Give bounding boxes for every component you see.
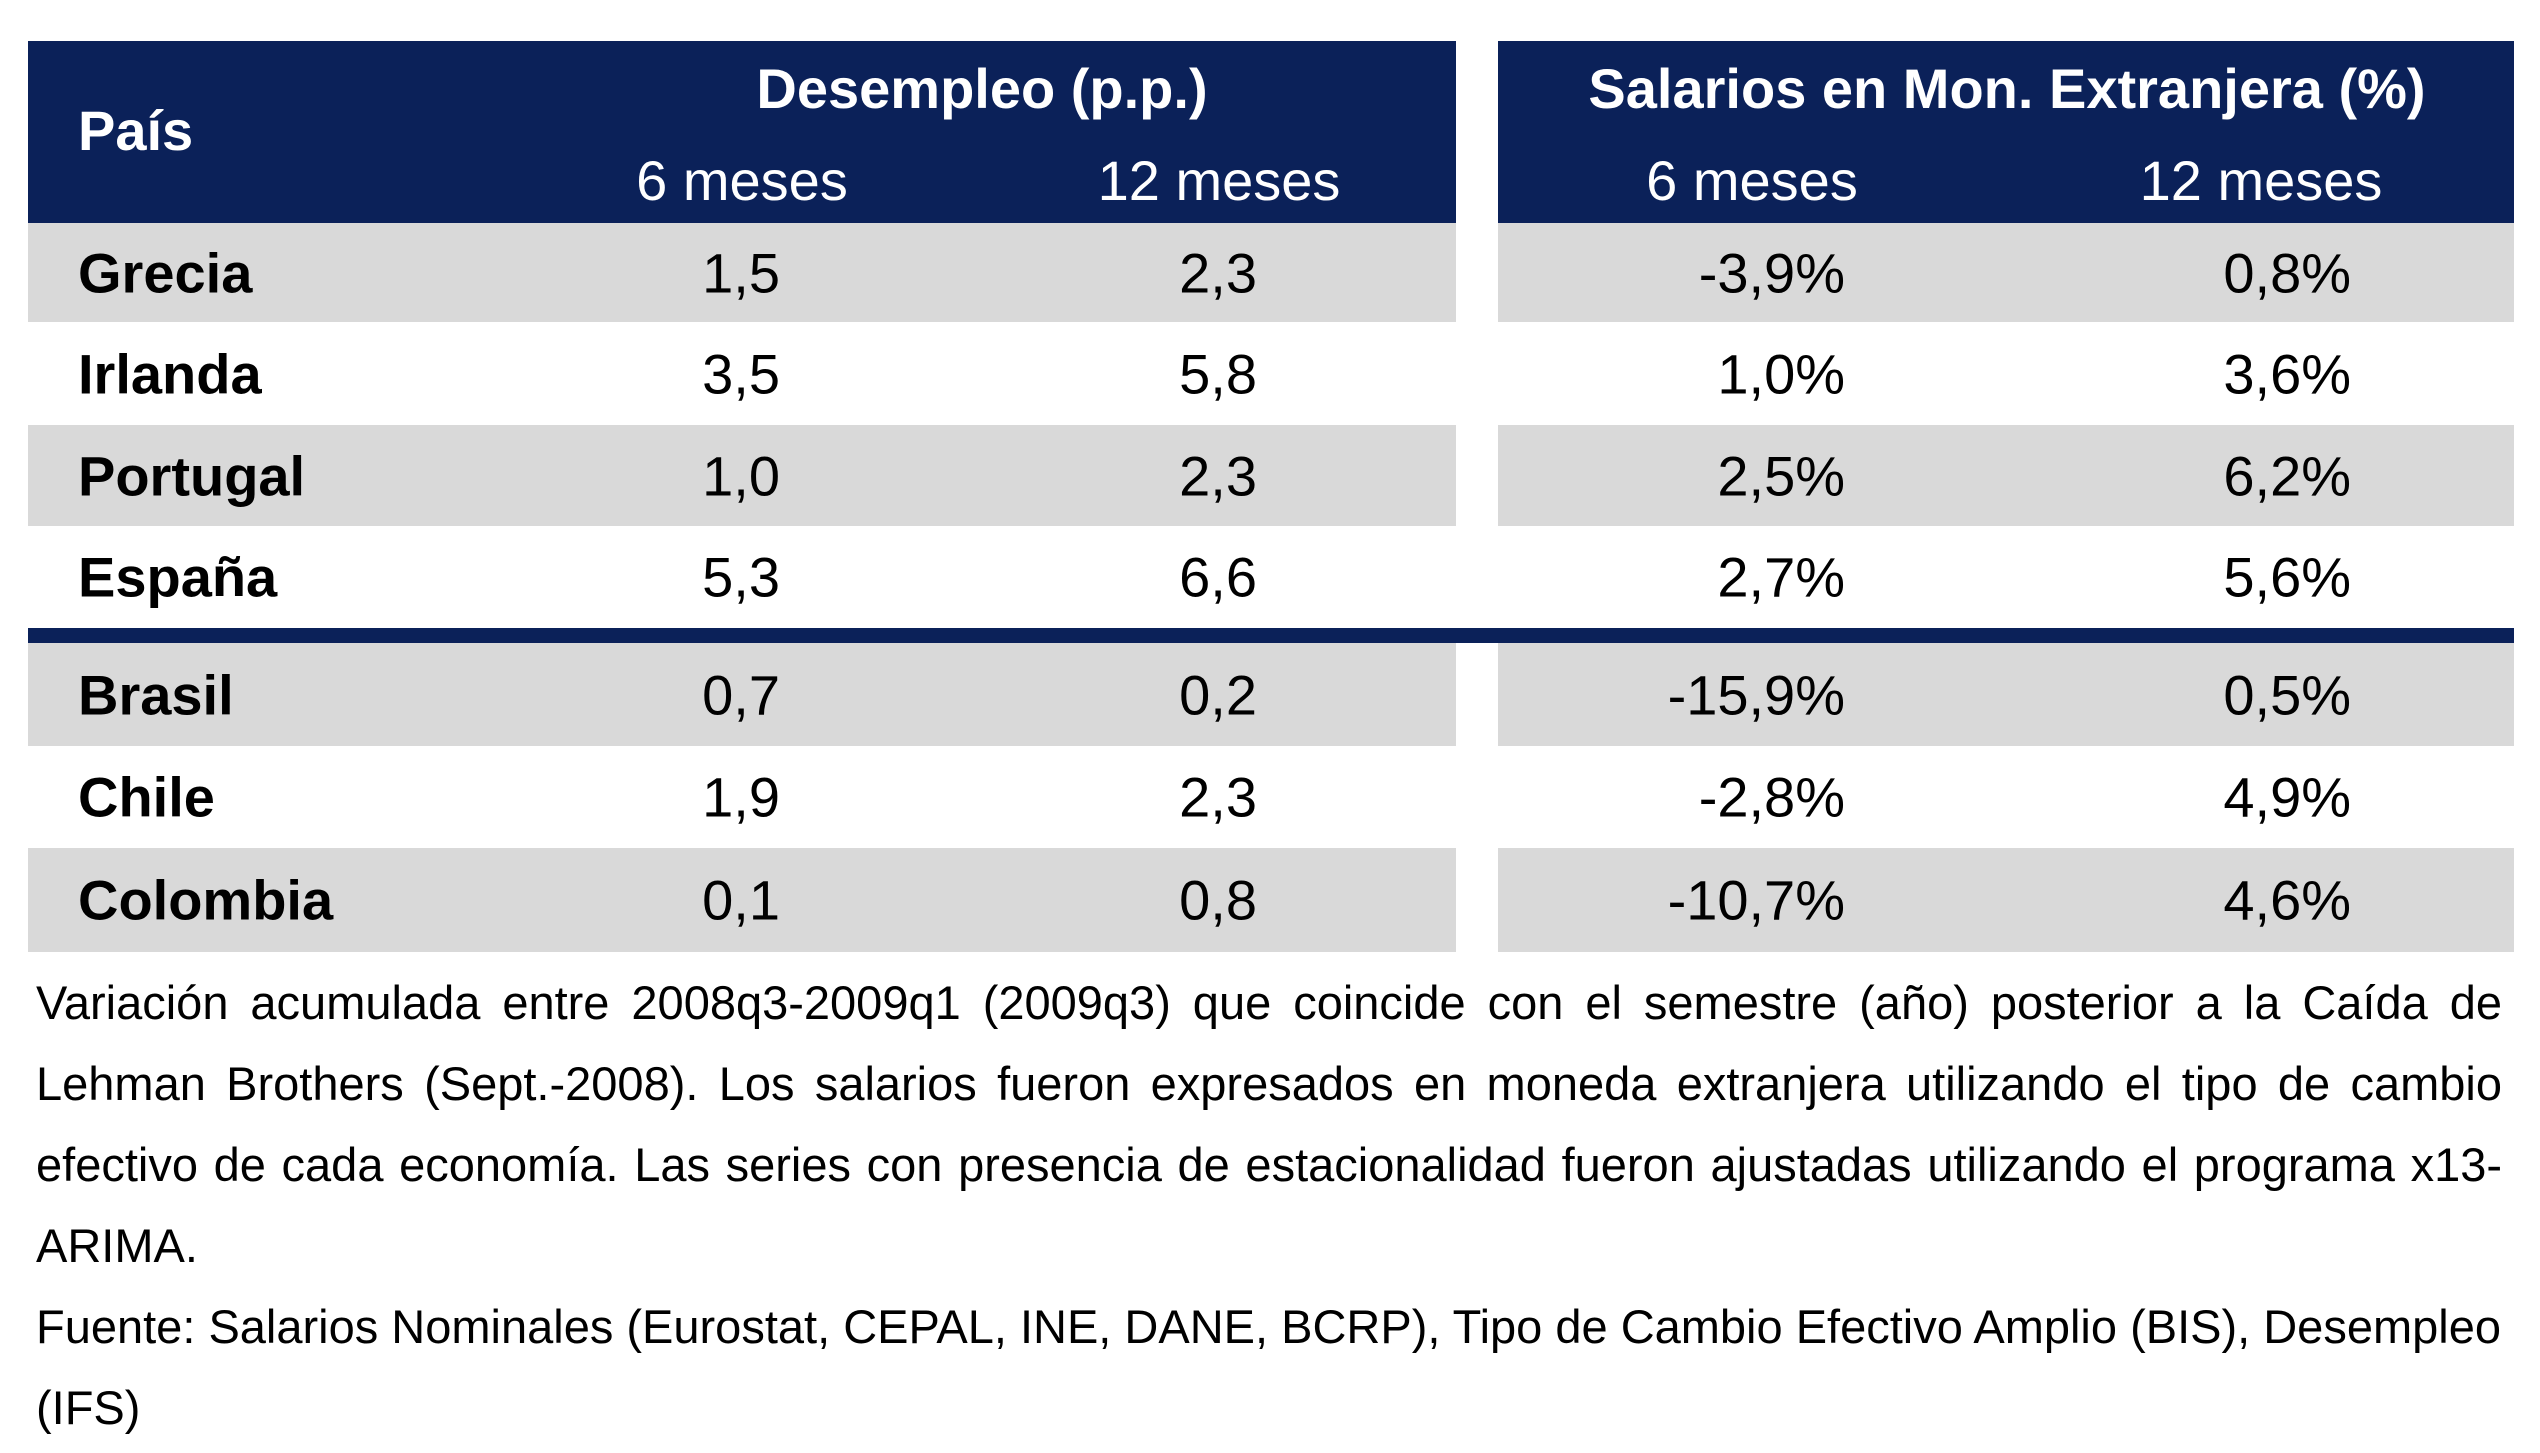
- desempleo-6m: 5,3: [702, 545, 780, 609]
- salarios-6m: 2,7%: [1717, 545, 1845, 609]
- salarios-12m: 3,6%: [2223, 342, 2351, 405]
- table-row: España 5,3 6,6 2,7% 5,6%: [0, 526, 2540, 628]
- desempleo-6m: 0,1: [702, 868, 780, 932]
- header-desempleo-12m: 12 meses: [1097, 149, 1341, 212]
- table-row: Irlanda 3,5 5,8 1,0% 3,6%: [0, 322, 2540, 425]
- table-row: Brasil 0,7 0,2 -15,9% 0,5%: [0, 643, 2540, 746]
- row-stripe-right: [1498, 223, 2514, 322]
- salarios-6m: 1,0%: [1717, 342, 1845, 405]
- group-divider: [28, 628, 2514, 643]
- row-stripe-right: [1498, 643, 2514, 746]
- footnote: Variación acumulada entre 2008q3-2009q1 …: [36, 962, 2502, 1448]
- desempleo-12m: 2,3: [1179, 765, 1257, 829]
- row-stripe-left: [28, 223, 1456, 322]
- desempleo-12m: 5,8: [1179, 342, 1257, 405]
- country-name: Brasil: [78, 663, 234, 726]
- desempleo-6m: 1,0: [702, 444, 780, 507]
- desempleo-12m: 2,3: [1179, 241, 1257, 304]
- salarios-12m: 6,2%: [2223, 444, 2351, 507]
- salarios-12m: 5,6%: [2223, 545, 2351, 609]
- header-salarios-6m: 6 meses: [1646, 149, 1858, 212]
- country-name: Colombia: [78, 868, 334, 932]
- country-name: Grecia: [78, 241, 253, 304]
- table-row: Grecia 1,5 2,3 -3,9% 0,8%: [0, 223, 2540, 322]
- desempleo-12m: 2,3: [1179, 444, 1257, 507]
- salarios-12m: 0,8%: [2223, 241, 2351, 304]
- desempleo-12m: 6,6: [1179, 545, 1257, 609]
- desempleo-6m: 1,9: [702, 765, 780, 829]
- table-row: Chile 1,9 2,3 -2,8% 4,9%: [0, 746, 2540, 848]
- salarios-12m: 4,6%: [2223, 868, 2351, 932]
- table-row: Portugal 1,0 2,3 2,5% 6,2%: [0, 425, 2540, 526]
- row-stripe-left: [28, 848, 1456, 952]
- salarios-6m: -10,7%: [1667, 868, 1845, 932]
- salarios-6m: -15,9%: [1667, 663, 1845, 726]
- header-desempleo: Desempleo (p.p.): [756, 57, 1208, 120]
- row-stripe-right: [1498, 848, 2514, 952]
- country-name: Chile: [78, 765, 215, 829]
- footnote-note: Variación acumulada entre 2008q3-2009q1 …: [36, 976, 2502, 1272]
- row-stripe-left: [28, 425, 1456, 526]
- header-salarios: Salarios en Mon. Extranjera (%): [1588, 57, 2426, 120]
- desempleo-6m: 3,5: [702, 342, 780, 405]
- table-row: Colombia 0,1 0,8 -10,7% 4,6%: [0, 848, 2540, 952]
- desempleo-12m: 0,8: [1179, 868, 1257, 932]
- header-country: País: [78, 99, 194, 162]
- salarios-6m: 2,5%: [1717, 444, 1845, 507]
- salarios-12m: 4,9%: [2223, 765, 2351, 829]
- desempleo-6m: 0,7: [702, 663, 780, 726]
- row-stripe-right: [1498, 425, 2514, 526]
- desempleo-12m: 0,2: [1179, 663, 1257, 726]
- header-desempleo-6m: 6 meses: [636, 149, 848, 212]
- row-stripe-left: [28, 643, 1456, 746]
- salarios-6m: -3,9%: [1698, 241, 1845, 304]
- footnote-source: Fuente: Salarios Nominales (Eurostat, CE…: [36, 1300, 2501, 1434]
- header-left-bg: [28, 41, 1456, 223]
- header-salarios-12m: 12 meses: [2139, 149, 2383, 212]
- salarios-12m: 0,5%: [2223, 663, 2351, 726]
- country-name: Irlanda: [78, 342, 262, 405]
- header-right-bg: [1498, 41, 2514, 223]
- salarios-6m: -2,8%: [1698, 765, 1845, 829]
- country-name: España: [78, 545, 278, 609]
- country-name: Portugal: [78, 444, 306, 507]
- desempleo-6m: 1,5: [702, 241, 780, 304]
